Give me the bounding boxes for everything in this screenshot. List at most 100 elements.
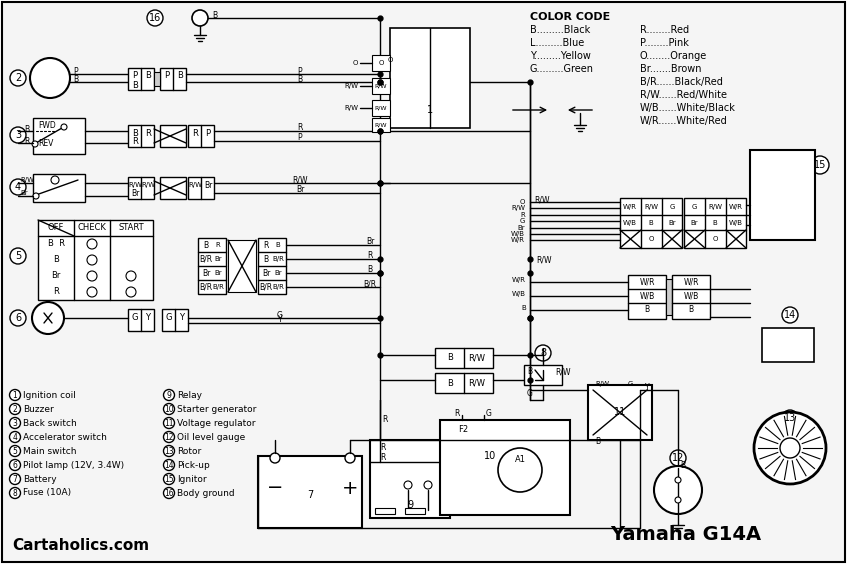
Text: Y: Y xyxy=(645,382,650,391)
Text: B: B xyxy=(132,81,138,90)
Text: B: B xyxy=(203,240,208,249)
Bar xyxy=(228,240,256,292)
Text: 7: 7 xyxy=(307,490,313,500)
Text: W/R: W/R xyxy=(684,277,699,287)
Text: 8: 8 xyxy=(13,488,18,497)
Text: 1: 1 xyxy=(427,105,433,115)
Text: +: + xyxy=(341,478,358,497)
Text: 9: 9 xyxy=(167,390,171,399)
Text: 2: 2 xyxy=(15,73,21,83)
Text: 10: 10 xyxy=(484,451,496,461)
Text: F2: F2 xyxy=(458,425,468,434)
Circle shape xyxy=(301,486,319,504)
Text: Y: Y xyxy=(278,315,282,324)
Text: 7: 7 xyxy=(13,474,18,483)
Text: Ignition coil: Ignition coil xyxy=(23,390,76,399)
Bar xyxy=(128,68,154,90)
Text: P........Pink: P........Pink xyxy=(640,38,689,48)
Text: G: G xyxy=(669,204,675,210)
Text: P: P xyxy=(297,67,302,76)
Text: Br.......Brown: Br.......Brown xyxy=(640,64,701,74)
Text: R/W: R/W xyxy=(128,182,142,188)
Text: R: R xyxy=(380,443,385,452)
Circle shape xyxy=(421,101,439,119)
Text: B/R: B/R xyxy=(212,284,224,290)
Circle shape xyxy=(9,403,20,415)
Text: R/W: R/W xyxy=(468,354,485,363)
Text: B: B xyxy=(177,72,183,81)
Circle shape xyxy=(9,390,20,400)
Bar xyxy=(128,177,154,199)
Text: B: B xyxy=(275,242,280,248)
Bar xyxy=(372,100,390,116)
Text: 12: 12 xyxy=(164,433,174,442)
Text: B/R: B/R xyxy=(363,280,377,289)
Bar xyxy=(620,198,682,248)
Text: R/W: R/W xyxy=(536,255,551,265)
Text: B/R......Black/Red: B/R......Black/Red xyxy=(640,77,722,87)
Text: Br: Br xyxy=(20,190,28,196)
Text: W/B: W/B xyxy=(512,291,526,297)
Text: R: R xyxy=(380,453,385,462)
Text: B: B xyxy=(649,220,653,226)
Text: Relay: Relay xyxy=(177,390,202,399)
Circle shape xyxy=(754,412,826,484)
Text: B/R: B/R xyxy=(199,254,213,263)
Text: Ignitor: Ignitor xyxy=(177,474,207,483)
Text: B: B xyxy=(527,368,532,377)
Bar xyxy=(128,125,154,147)
Text: B: B xyxy=(689,306,694,315)
Text: Buzzer: Buzzer xyxy=(23,404,53,413)
Text: W/R: W/R xyxy=(639,277,655,287)
Text: B: B xyxy=(447,354,453,363)
Circle shape xyxy=(9,417,20,429)
Text: O: O xyxy=(379,60,384,66)
Bar xyxy=(372,118,390,132)
Circle shape xyxy=(32,141,38,147)
Text: Y.........Yellow: Y.........Yellow xyxy=(530,51,591,61)
Text: L.........Blue: L.........Blue xyxy=(530,38,584,48)
Text: Back switch: Back switch xyxy=(23,418,77,428)
Text: G: G xyxy=(628,381,634,387)
Text: B/R: B/R xyxy=(272,284,284,290)
Text: 3: 3 xyxy=(15,130,21,140)
Text: R: R xyxy=(368,252,373,261)
Text: B: B xyxy=(368,266,373,275)
Bar xyxy=(372,55,390,71)
Text: Br: Br xyxy=(668,220,676,226)
Text: B: B xyxy=(297,74,302,83)
Text: OFF: OFF xyxy=(47,223,64,232)
Text: W/B: W/B xyxy=(511,231,525,237)
Text: B: B xyxy=(132,129,138,138)
Circle shape xyxy=(32,302,64,334)
Text: O: O xyxy=(352,60,358,66)
Circle shape xyxy=(10,179,26,195)
Text: R/W: R/W xyxy=(292,175,307,184)
Text: W/B: W/B xyxy=(729,220,743,226)
Text: B: B xyxy=(25,125,30,134)
Text: CHECK: CHECK xyxy=(78,223,107,232)
Text: Pilot lamp (12V, 3.4W): Pilot lamp (12V, 3.4W) xyxy=(23,460,125,469)
Text: B: B xyxy=(595,438,601,447)
Bar xyxy=(435,348,493,368)
Circle shape xyxy=(163,390,174,400)
Text: P: P xyxy=(132,72,137,81)
Text: R/W: R/W xyxy=(511,205,525,211)
Text: R: R xyxy=(263,240,268,249)
Bar xyxy=(162,309,188,331)
Text: 11: 11 xyxy=(164,418,174,428)
Text: Br: Br xyxy=(274,270,282,276)
Text: B: B xyxy=(680,461,685,470)
Text: O: O xyxy=(712,236,717,242)
Bar xyxy=(628,275,666,319)
Text: R/W: R/W xyxy=(468,378,485,387)
Circle shape xyxy=(9,431,20,443)
Text: W/B: W/B xyxy=(639,292,655,301)
Text: R: R xyxy=(192,129,198,138)
Text: 12: 12 xyxy=(672,453,684,463)
Text: P: P xyxy=(206,129,211,138)
Text: Oil level gauge: Oil level gauge xyxy=(177,433,246,442)
Circle shape xyxy=(10,70,26,86)
Text: 15: 15 xyxy=(164,474,174,483)
Text: G: G xyxy=(527,389,533,398)
